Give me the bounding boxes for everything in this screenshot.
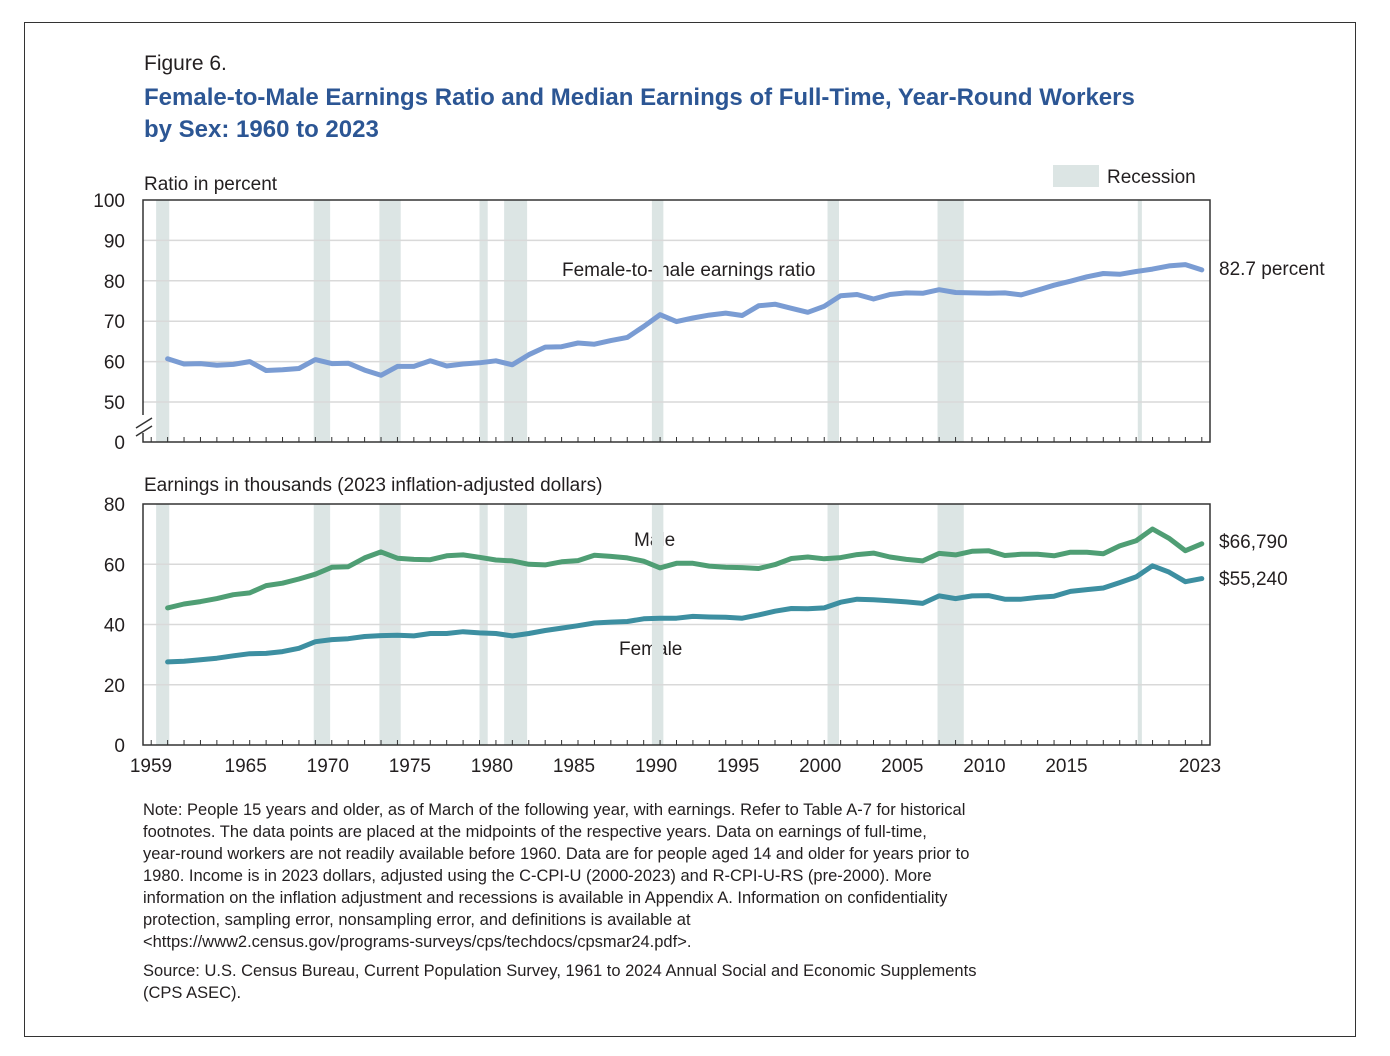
title-line: Female-to-Male Earnings Ratio and Median…	[144, 84, 1135, 111]
note-line: year-round workers are not readily avail…	[143, 845, 970, 863]
y-tick-label: 70	[104, 312, 125, 333]
y-tick-label: 40	[104, 616, 125, 637]
female-end-label: $55,240	[1219, 569, 1288, 590]
x-tick-label: 1995	[717, 756, 759, 777]
x-tick-label: 1990	[635, 756, 677, 777]
y-tick-label: 80	[104, 495, 125, 516]
source-line: (CPS ASEC).	[143, 984, 242, 1002]
ratio-series-label: Female-to-male earnings ratio	[562, 260, 815, 281]
x-tick-label: 2000	[799, 756, 841, 777]
male-line	[165, 526, 1205, 611]
note-line: information on the inflation adjustment …	[143, 889, 948, 907]
legend-recession-label: Recession	[1107, 167, 1196, 188]
ratio-line	[165, 262, 1205, 378]
top-y-axis-label: Ratio in percent	[144, 174, 278, 195]
earnings-panel: 0 20 40 60 80	[104, 495, 1211, 757]
y-tick-label: 0	[114, 736, 125, 757]
x-tick-label: 2023	[1179, 756, 1221, 777]
x-tick-label: 1975	[389, 756, 431, 777]
note-line: Note: People 15 years and older, as of M…	[143, 801, 966, 819]
source-line: Source: U.S. Census Bureau, Current Popu…	[143, 962, 977, 980]
y-tick-label: 80	[104, 272, 125, 293]
note-line: footnotes. The data points are placed at…	[143, 823, 927, 841]
note-line: <https://www2.census.gov/programs-survey…	[143, 933, 692, 951]
x-tick-label: 1965	[225, 756, 267, 777]
axis-break-line	[135, 417, 153, 429]
y-tick-label: 50	[104, 393, 125, 414]
chart-title: Female-to-Male Earnings Ratio and Median…	[144, 82, 1324, 146]
x-tick-label: 2010	[963, 756, 1005, 777]
bottom-y-axis-label: Earnings in thousands (2023 inflation-ad…	[144, 475, 602, 496]
female-line	[165, 563, 1205, 665]
title-line: by Sex: 1960 to 2023	[144, 116, 379, 143]
ratio-end-label: 82.7 percent	[1219, 259, 1325, 280]
y-tick-label: 90	[104, 231, 125, 252]
x-tick-label: 2005	[881, 756, 923, 777]
legend-recession-swatch	[1053, 165, 1099, 187]
x-tick-label: 1985	[553, 756, 595, 777]
y-tick-label: 60	[104, 353, 125, 374]
x-tick-label: 1980	[471, 756, 513, 777]
female-series-label: Female	[619, 639, 682, 660]
x-tick-label: 2015	[1045, 756, 1087, 777]
note-line: 1980. Income is in 2023 dollars, adjuste…	[143, 867, 932, 885]
y-tick-label: 100	[93, 191, 125, 212]
notes: Note: People 15 years and older, as of M…	[143, 799, 976, 1004]
y-tick-label: 20	[104, 676, 125, 697]
figure-label: Figure 6.	[144, 52, 227, 75]
axis-break-line	[135, 425, 153, 437]
ratio-panel: 0 50 60 70 80 90 100	[93, 191, 1211, 454]
male-end-label: $66,790	[1219, 532, 1288, 553]
y-tick-label: 0	[114, 433, 125, 454]
note-line: protection, sampling error, nonsampling …	[143, 911, 691, 929]
axis-break-icon	[135, 415, 153, 437]
x-tick-label: 1970	[307, 756, 349, 777]
figure-frame	[24, 22, 1356, 1037]
x-tick-label: 1959	[130, 756, 172, 777]
y-tick-label: 60	[104, 555, 125, 576]
